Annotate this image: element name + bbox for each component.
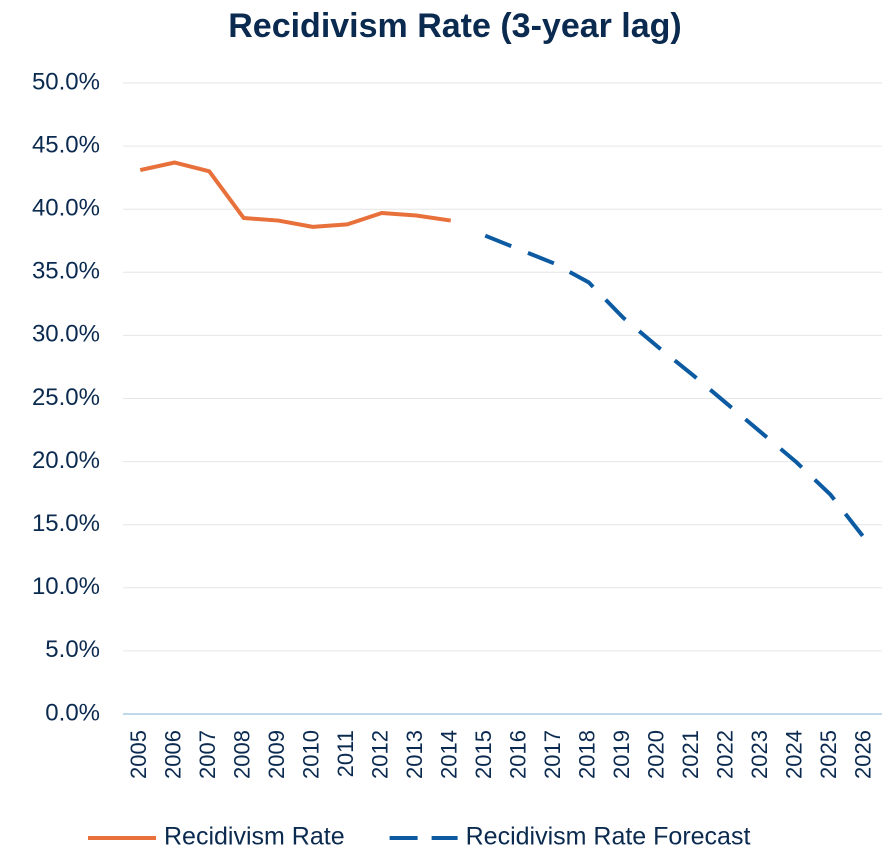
y-tick-label: 15.0%: [32, 510, 100, 537]
series-line: [139, 160, 452, 229]
x-tick-label: 2014: [437, 730, 462, 779]
y-tick-label: 50.0%: [32, 68, 100, 95]
x-tick-label: 2023: [747, 730, 772, 779]
y-tick-label: 20.0%: [32, 447, 100, 474]
x-tick-label: 2005: [126, 730, 151, 779]
x-tick-label: 2011: [333, 730, 358, 777]
y-tick-label: 45.0%: [32, 131, 100, 158]
y-tick-label: 40.0%: [32, 195, 100, 222]
x-tick-label: 2007: [195, 730, 220, 779]
x-tick-label: 2013: [402, 730, 427, 779]
x-tick-label: 2006: [161, 730, 186, 779]
x-tick-label: 2020: [644, 730, 669, 779]
y-tick-label: 0.0%: [45, 699, 100, 726]
x-tick-label: 2018: [575, 730, 600, 779]
x-tick-label: 2022: [713, 730, 738, 779]
x-tick-label: 2015: [471, 730, 496, 779]
x-tick-label: 2025: [816, 730, 841, 779]
x-tick-label: 2008: [230, 730, 255, 779]
x-tick-label: 2021: [678, 730, 703, 779]
x-tick-label: 2026: [851, 730, 876, 779]
x-tick-label: 2019: [609, 730, 634, 779]
legend-label: Recidivism Rate Forecast: [466, 823, 751, 851]
x-tick-label: 2024: [782, 730, 807, 779]
x-tick-label: 2017: [540, 730, 565, 779]
y-tick-label: 30.0%: [32, 321, 100, 348]
x-tick-label: 2009: [264, 730, 289, 779]
series-line: [484, 233, 867, 540]
y-tick-label: 5.0%: [45, 636, 100, 663]
x-tick-label: 2012: [368, 730, 393, 779]
x-tick-label: 2016: [506, 730, 531, 779]
y-tick-label: 35.0%: [32, 258, 100, 285]
y-tick-label: 25.0%: [32, 384, 100, 411]
legend-label: Recidivism Rate: [164, 823, 345, 851]
x-tick-label: 2010: [299, 730, 324, 779]
chart-title: Recidivism Rate (3-year lag): [228, 7, 682, 45]
y-tick-label: 10.0%: [32, 573, 100, 600]
